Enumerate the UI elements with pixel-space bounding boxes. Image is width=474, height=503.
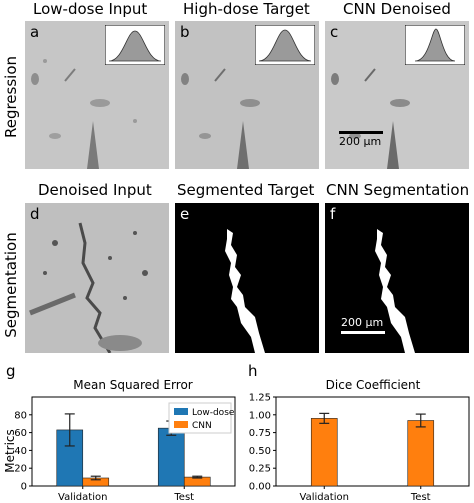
panel-cnn-segmentation: f 200 μm: [325, 203, 469, 353]
plot-frame: [31, 396, 236, 487]
panel-letter-b: b: [180, 23, 190, 41]
y-tick-label: 40: [14, 446, 27, 457]
panel-denoised-input: d: [25, 203, 169, 353]
mse-chart-title: Mean Squared Error: [73, 378, 193, 392]
legend-label: CNN: [192, 421, 212, 431]
column-title-high-dose-target: High-dose Target: [183, 0, 310, 18]
x-tick-label: Validation: [58, 492, 107, 503]
dice-chart-title: Dice Coefficient: [326, 378, 421, 392]
histogram-inset: [405, 25, 465, 65]
segmentation-mask: [375, 229, 415, 353]
panel-letter-f: f: [330, 205, 336, 223]
scalebar-top-label: 200 μm: [339, 135, 382, 148]
column-title-low-dose-input: Low-dose Input: [33, 0, 148, 18]
plot-frame: [275, 396, 470, 487]
scalebar-bottom-label: 200 μm: [341, 316, 384, 329]
scalebar-bottom: 200 μm: [341, 316, 385, 334]
y-tick-label: 0: [21, 482, 27, 493]
panel-high-dose-target: b: [175, 21, 319, 169]
segmentation-label: Segmentation: [2, 232, 20, 338]
chart-letter-g: g: [6, 362, 16, 380]
dice-chart: Dice Coefficient 0.00 0.25 0.50 0.75 1.00 1.2…: [249, 378, 470, 503]
panel-letter-c: c: [330, 23, 339, 41]
y-tick-label: 60: [14, 428, 27, 439]
panel-cnn-denoised: c 200 μm: [325, 21, 469, 169]
y-tick-label: 1.25: [249, 393, 271, 404]
bar-low-dose-test: [157, 427, 185, 487]
mse-chart: Mean Squared Error Metrics 0 20 40 60 80 Vali…: [3, 378, 236, 503]
y-tick-label: 0.75: [249, 428, 271, 439]
mse-chart-ylabel: Metrics: [3, 429, 17, 473]
y-tick-label: 0.50: [249, 446, 271, 457]
chart-letter-h: h: [248, 362, 258, 380]
column-title-cnn-denoised: CNN Denoised: [343, 0, 451, 18]
panel-letter-e: e: [180, 205, 190, 223]
segmentation-mask: [225, 229, 265, 353]
bar-value-test: [407, 420, 435, 487]
column-title-segmented-target: Segmented Target: [177, 181, 315, 199]
x-tick-label: Test: [410, 492, 431, 503]
panel-segmented-target: e: [175, 203, 319, 353]
legend-swatch: [174, 408, 188, 415]
scalebar-top-line: [339, 131, 383, 134]
y-tick-label: 0.25: [249, 464, 271, 475]
micrograph-texture: [25, 203, 169, 353]
column-title-cnn-segmentation: CNN Segmentation: [326, 181, 470, 199]
legend-label: Low-dose: [192, 408, 235, 418]
scalebar-top: 200 μm: [339, 131, 383, 148]
column-title-denoised-input: Denoised Input: [38, 181, 152, 199]
scalebar-bottom-line: [341, 331, 385, 334]
bar-value-validation: [310, 418, 338, 487]
y-tick-label: 0.00: [249, 482, 271, 493]
x-tick-label: Test: [173, 492, 194, 503]
y-tick-label: 80: [14, 410, 27, 421]
y-tick-label: 20: [14, 464, 27, 475]
regression-label: Regression: [2, 55, 20, 139]
y-tick-label: 1.00: [249, 410, 271, 421]
histogram-inset: [105, 25, 165, 65]
panel-low-dose-input: a: [25, 21, 169, 169]
x-tick-label: Validation: [300, 492, 349, 503]
panel-letter-a: a: [30, 23, 40, 41]
histogram-inset: [255, 25, 315, 65]
micrograph-texture: [175, 21, 319, 169]
panel-letter-d: d: [30, 205, 40, 223]
legend-swatch: [174, 421, 188, 428]
